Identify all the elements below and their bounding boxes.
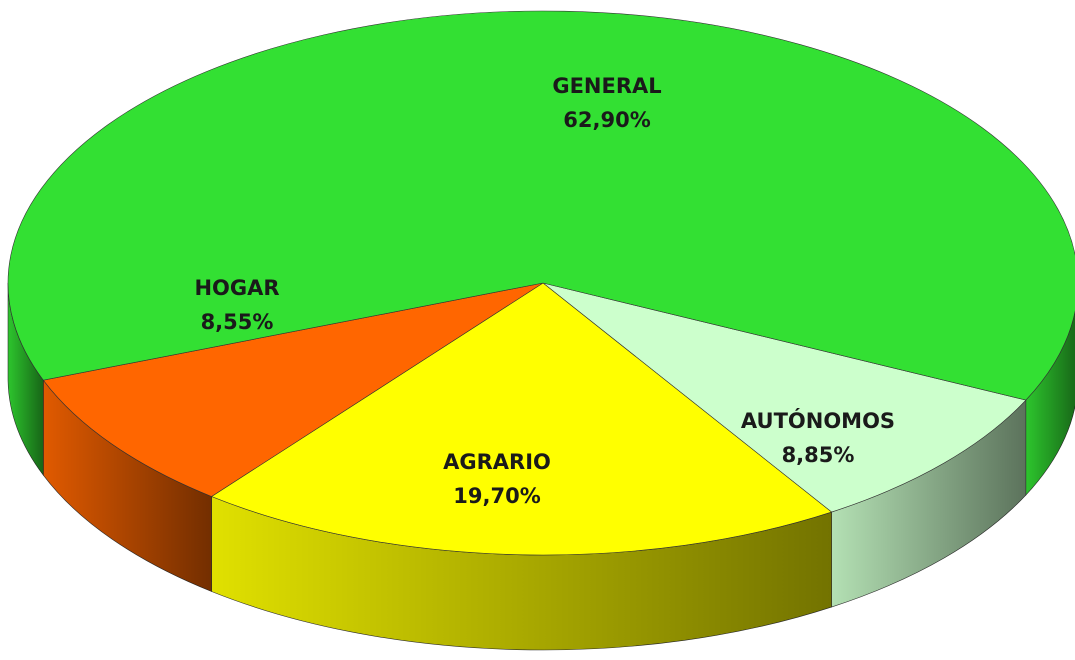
slice xyxy=(7,10,1075,401)
slice-value-label: 62,90% xyxy=(563,108,650,132)
slice-label: GENERAL xyxy=(552,74,661,98)
slice xyxy=(42,282,544,497)
slice-label: HOGAR xyxy=(194,276,279,300)
sides xyxy=(7,282,1075,651)
slice-value-label: 8,55% xyxy=(201,310,274,334)
labels: AUTÓNOMOS 8,85% AGRARIO 19,70% HOGAR 8,55% GEN… xyxy=(194,74,895,508)
slice-side-shade xyxy=(8,283,44,476)
slice xyxy=(542,282,1027,513)
slice-side-shade xyxy=(1025,311,1075,496)
slice-value-label: 19,70% xyxy=(453,484,540,508)
slice-side-shade xyxy=(831,400,1026,608)
slice-label: AUTÓNOMOS xyxy=(741,408,895,433)
slice-value-label: 8,85% xyxy=(782,443,855,467)
tops xyxy=(7,10,1075,556)
slice-side-shade xyxy=(211,496,832,651)
slice-side-shade xyxy=(43,380,212,592)
slice xyxy=(210,282,833,556)
slice-label: AGRARIO xyxy=(443,450,551,474)
